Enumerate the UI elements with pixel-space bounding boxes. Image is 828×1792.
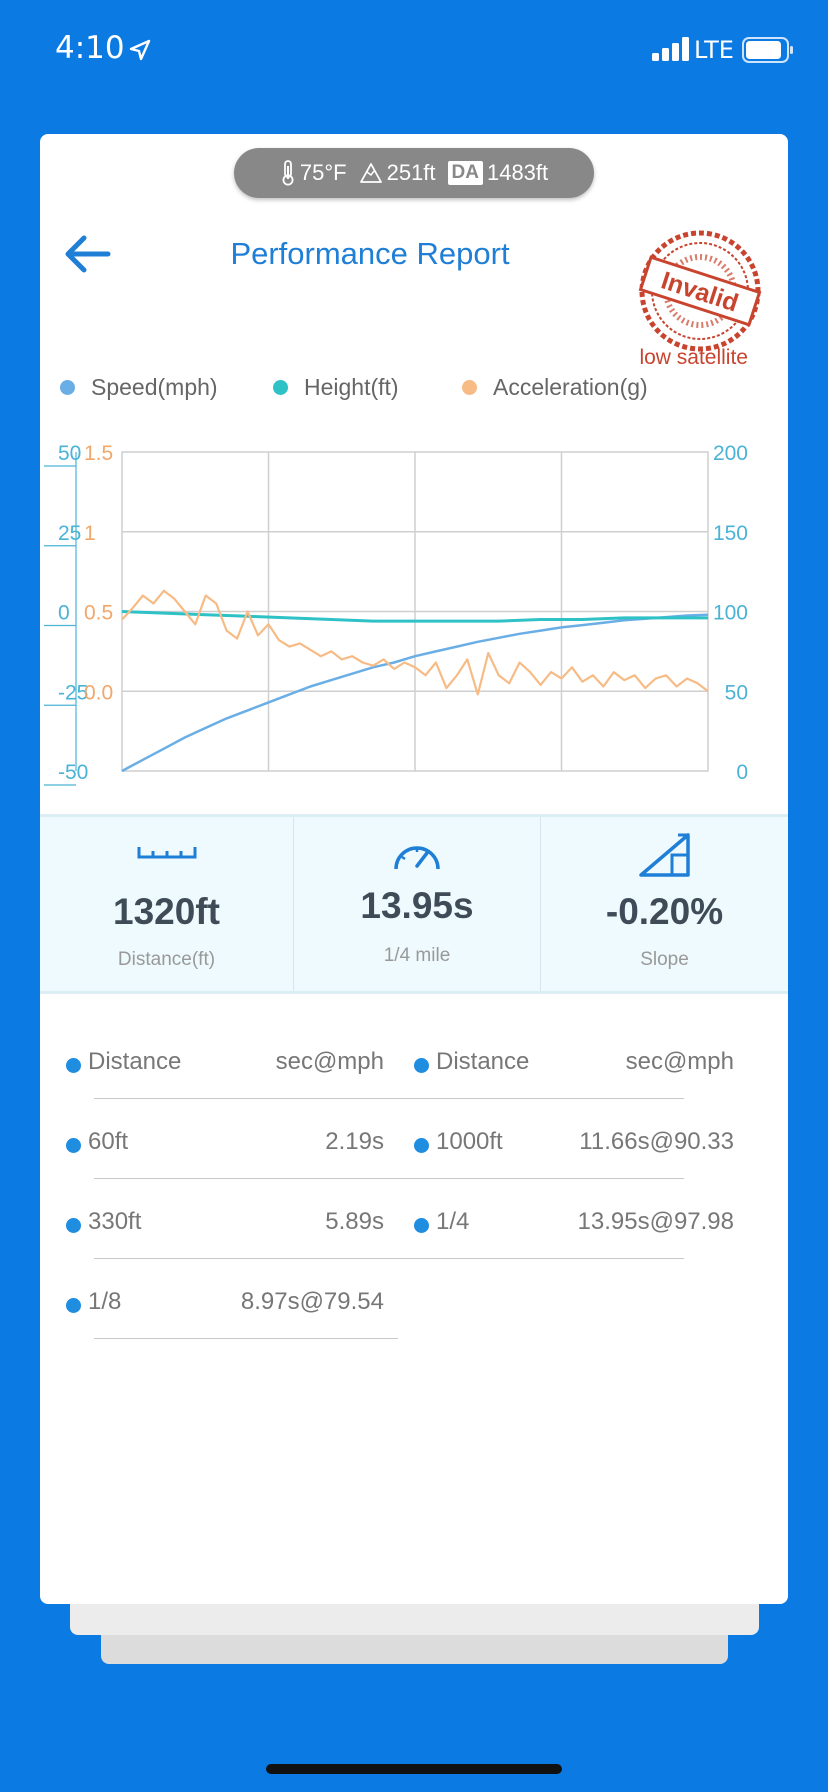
stat-quarter-mile: 13.95s 1/4 mile <box>294 817 540 991</box>
speed-axis-tick-label: 0 <box>736 761 748 784</box>
stat-distance-label: Distance(ft) <box>117 949 216 970</box>
stat-divider <box>540 817 541 991</box>
thermometer-icon <box>282 160 294 186</box>
height-axis-tick-label: -25 <box>58 681 88 704</box>
splits-header-left: Distance sec@mph <box>66 1048 384 1088</box>
location-arrow-icon <box>129 39 151 61</box>
acceleration-axis-tick-label: 0.0 <box>84 681 113 704</box>
elevation-value: 251ft <box>386 160 436 185</box>
temperature-item: 75°F <box>280 160 347 186</box>
split-row-label: 1000ft <box>436 1128 503 1155</box>
da-badge: DA <box>447 161 483 185</box>
legend-speed-dot <box>60 380 75 395</box>
split-row-label: 330ft <box>88 1208 142 1235</box>
temperature-value: 75°F <box>299 160 347 185</box>
stat-slope: -0.20% Slope <box>541 817 788 991</box>
slope-icon <box>638 833 690 877</box>
bullet-dot <box>414 1058 429 1073</box>
height-axis-tick-label: 50 <box>58 442 81 465</box>
conditions-pill: 75°F 251ft DA 1483ft <box>234 148 594 198</box>
acceleration-axis-tick-label: 1 <box>84 522 96 545</box>
legend-acceleration-label: Acceleration(g) <box>493 374 648 400</box>
legend-acceleration: Acceleration(g) <box>462 374 648 401</box>
split-row-label: 1/8 <box>88 1288 122 1315</box>
row-divider <box>94 1098 684 1099</box>
stat-distance: 1320ft Distance(ft) <box>40 817 293 991</box>
speed-axis-tick-label: 50 <box>725 681 748 704</box>
bullet-dot <box>66 1218 81 1233</box>
split-row: 1/4 13.95s@97.98 <box>414 1208 734 1248</box>
performance-chart: 50 25 0 -25 -50 1.5 1 0.5 0.0 200 150 100 50 0 <box>44 442 748 786</box>
status-time: 4:10 <box>55 30 125 66</box>
split-row-value: 2.19s <box>325 1128 384 1155</box>
splits-header-value: sec@mph <box>275 1048 384 1075</box>
split-row: 1000ft 11.66s@90.33 <box>414 1128 734 1168</box>
row-divider <box>94 1338 398 1339</box>
back-arrow-icon[interactable] <box>58 230 114 278</box>
invalid-reason: low satellite <box>639 346 748 369</box>
density-altitude-value: 1483ft <box>486 160 549 185</box>
split-row-label: 1/4 <box>436 1208 470 1235</box>
stats-band: 1320ft Distance(ft) 13.95s 1/4 mile -0.2… <box>40 814 788 994</box>
split-row-value: 11.66s@90.33 <box>579 1128 734 1155</box>
acceleration-axis-tick-label: 1.5 <box>84 442 113 465</box>
stat-divider <box>293 817 294 991</box>
split-row-value: 5.89s <box>325 1208 384 1235</box>
height-axis-tick-label: 0 <box>58 602 70 625</box>
speed-series-line <box>121 613 709 773</box>
chart-legend: Speed(mph) Height(ft) Acceleration(g) <box>60 374 780 408</box>
performance-report-card: 75°F 251ft DA 1483ft Performance Report … <box>40 134 788 1604</box>
legend-acceleration-dot <box>462 380 477 395</box>
bullet-dot <box>414 1218 429 1233</box>
bullet-dot <box>66 1138 81 1153</box>
legend-height-dot <box>273 380 288 395</box>
stat-slope-label: Slope <box>640 949 689 970</box>
page-title: Performance Report <box>230 236 510 271</box>
row-divider <box>94 1178 684 1179</box>
bullet-dot <box>414 1138 429 1153</box>
splits-header-value: sec@mph <box>625 1048 734 1075</box>
stat-quarter-mile-label: 1/4 mile <box>383 945 451 966</box>
split-row-label: 60ft <box>88 1128 129 1155</box>
stat-quarter-mile-value: 13.95s <box>360 885 474 926</box>
split-row: 1/8 8.97s@79.54 <box>66 1288 384 1328</box>
mountain-icon <box>359 163 382 183</box>
elevation-item: 251ft <box>359 160 436 186</box>
legend-height-label: Height(ft) <box>304 374 399 400</box>
split-row: 330ft 5.89s <box>66 1208 384 1248</box>
speedometer-icon <box>394 846 440 870</box>
bullet-dot <box>66 1298 81 1313</box>
split-row-value: 13.95s@97.98 <box>577 1208 734 1235</box>
home-indicator[interactable] <box>266 1764 562 1774</box>
legend-height: Height(ft) <box>273 374 399 401</box>
signal-icon <box>652 37 689 61</box>
acceleration-axis-tick-label: 0.5 <box>84 602 113 625</box>
height-axis-tick-label: 25 <box>58 522 81 545</box>
speed-axis-tick-label: 150 <box>713 522 748 545</box>
height-axis-tick-label: -50 <box>58 761 88 784</box>
legend-speed-label: Speed(mph) <box>91 374 218 400</box>
network-label: LTE <box>694 36 734 64</box>
speed-axis-tick-label: 200 <box>713 442 748 465</box>
speed-axis-tick-label: 100 <box>713 602 748 625</box>
splits-header-label: Distance <box>88 1048 182 1075</box>
density-altitude-item: DA 1483ft <box>447 160 549 186</box>
ruler-icon <box>137 847 196 859</box>
splits-header-label: Distance <box>436 1048 530 1075</box>
bullet-dot <box>66 1058 81 1073</box>
split-row-value: 8.97s@79.54 <box>240 1288 384 1315</box>
invalid-stamp: Invalid <box>638 230 762 352</box>
split-row: 60ft 2.19s <box>66 1128 384 1168</box>
stat-distance-value: 1320ft <box>113 891 220 932</box>
legend-speed: Speed(mph) <box>60 374 218 401</box>
stat-slope-value: -0.20% <box>605 891 724 932</box>
row-divider <box>94 1258 684 1259</box>
acceleration-series-line <box>121 589 709 696</box>
status-bar: 4:10 LTE <box>0 0 828 100</box>
battery-icon <box>742 37 793 63</box>
splits-header-right: Distance sec@mph <box>414 1048 734 1088</box>
